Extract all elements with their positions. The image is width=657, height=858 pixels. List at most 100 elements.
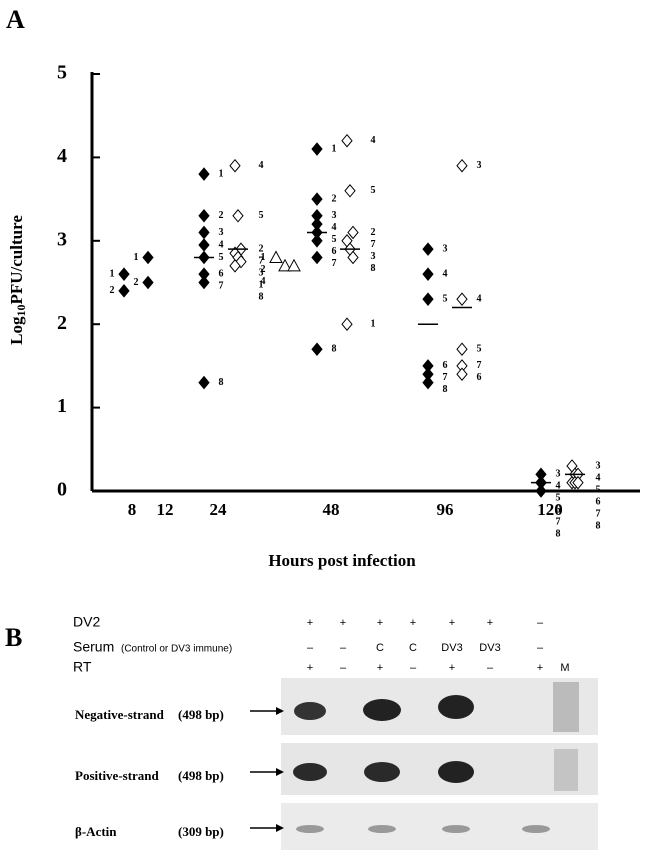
data-point (535, 484, 547, 498)
band (442, 825, 470, 833)
gel (281, 803, 598, 850)
x-axis-label: Hours post infection (268, 551, 416, 570)
data-point (311, 192, 323, 206)
point-label: 8 (371, 263, 376, 274)
point-label: 1 (219, 168, 224, 179)
band (368, 825, 396, 833)
lane-symbol: C (409, 642, 417, 654)
data-point (229, 259, 241, 273)
y-label-part: Log (7, 316, 26, 345)
y-label-sub: 10 (14, 305, 28, 317)
lane-symbol: – (537, 617, 544, 629)
data-point (456, 342, 468, 357)
gel-size: (309 bp) (178, 824, 224, 839)
arrow-head (276, 824, 284, 832)
point-label: 4 (371, 135, 376, 146)
point-label: 2 (332, 193, 337, 204)
gel-name: Negative-strand (75, 707, 165, 722)
band (293, 763, 327, 781)
row-label: Serum (73, 639, 114, 655)
point-label: 3 (443, 243, 448, 254)
y-label-part: PFU/culture (7, 215, 26, 305)
data-point (198, 238, 210, 252)
point-label: 7 (371, 239, 376, 250)
point-label: 4 (556, 481, 561, 492)
lane-symbol: + (487, 617, 493, 629)
point-label: 6 (443, 360, 448, 371)
point-label: 1 (261, 252, 266, 263)
x-tick-label: 120 (537, 500, 563, 519)
lane-symbol: + (377, 662, 383, 674)
data-point (198, 375, 210, 390)
arrow-head (276, 768, 284, 776)
x-tick-label: 48 (323, 500, 340, 519)
x-tick-label: 12 (157, 500, 174, 519)
data-point (278, 258, 292, 272)
lane-symbol: – (487, 662, 494, 674)
lane-symbol: – (537, 642, 544, 654)
gel-name: Positive-strand (75, 768, 160, 783)
data-point (341, 317, 353, 331)
gel-size: (498 bp) (178, 707, 224, 722)
point-label: 6 (332, 246, 337, 257)
point-label: 5 (477, 344, 482, 355)
lane-symbol: C (376, 642, 384, 654)
data-point (269, 250, 283, 263)
lane-symbol: DV3 (479, 642, 500, 654)
band (438, 695, 474, 719)
point-label: 8 (556, 529, 561, 540)
point-label: 3 (332, 210, 337, 221)
gel-name: β-Actin (75, 824, 117, 839)
y-axis-label: Log10PFU/culture (7, 215, 28, 345)
band (296, 825, 324, 833)
data-point (456, 158, 468, 173)
data-point (341, 133, 353, 148)
data-point (229, 158, 241, 173)
gel-size: (498 bp) (178, 768, 224, 783)
point-label: 4 (443, 268, 448, 279)
data-point (422, 242, 434, 256)
lane-symbol: + (307, 617, 313, 629)
point-label: 1 (332, 143, 337, 154)
y-tick-label: 0 (57, 479, 67, 501)
point-label: 7 (556, 517, 561, 528)
point-label: 5 (259, 210, 264, 221)
point-label: 2 (219, 210, 224, 221)
point-label: 4 (261, 276, 266, 287)
row-label: DV2 (73, 614, 100, 630)
y-tick-label: 4 (57, 145, 67, 167)
point-label: 1 (110, 268, 115, 279)
x-tick-label: 8 (128, 500, 137, 519)
point-label: 6 (477, 372, 482, 383)
lane-symbol: M (560, 662, 569, 674)
point-label: 7 (332, 258, 337, 269)
y-tick-label: 5 (57, 62, 67, 84)
point-label: 5 (371, 185, 376, 196)
point-label: 2 (134, 277, 139, 288)
data-point (198, 167, 210, 181)
data-point (118, 267, 130, 281)
data-point (456, 292, 468, 306)
ladder (553, 682, 579, 732)
point-label: 3 (477, 160, 482, 171)
point-label: 8 (259, 291, 264, 302)
point-label: 5 (332, 234, 337, 245)
point-label: 2 (261, 264, 266, 275)
point-label: 8 (332, 344, 337, 355)
point-label: 8 (219, 377, 224, 388)
point-label: 2 (110, 285, 115, 296)
data-point (311, 342, 323, 357)
data-point (311, 142, 323, 156)
panel-label: A (6, 5, 25, 34)
data-point (311, 234, 323, 248)
point-label: 8 (596, 520, 601, 531)
band (522, 825, 550, 833)
lane-symbol: + (340, 617, 346, 629)
point-label: 5 (596, 484, 601, 495)
lane-symbol: DV3 (441, 642, 462, 654)
point-label: 4 (596, 472, 601, 483)
x-tick-label: 24 (210, 500, 228, 519)
data-point (142, 275, 154, 290)
data-point (456, 367, 468, 382)
